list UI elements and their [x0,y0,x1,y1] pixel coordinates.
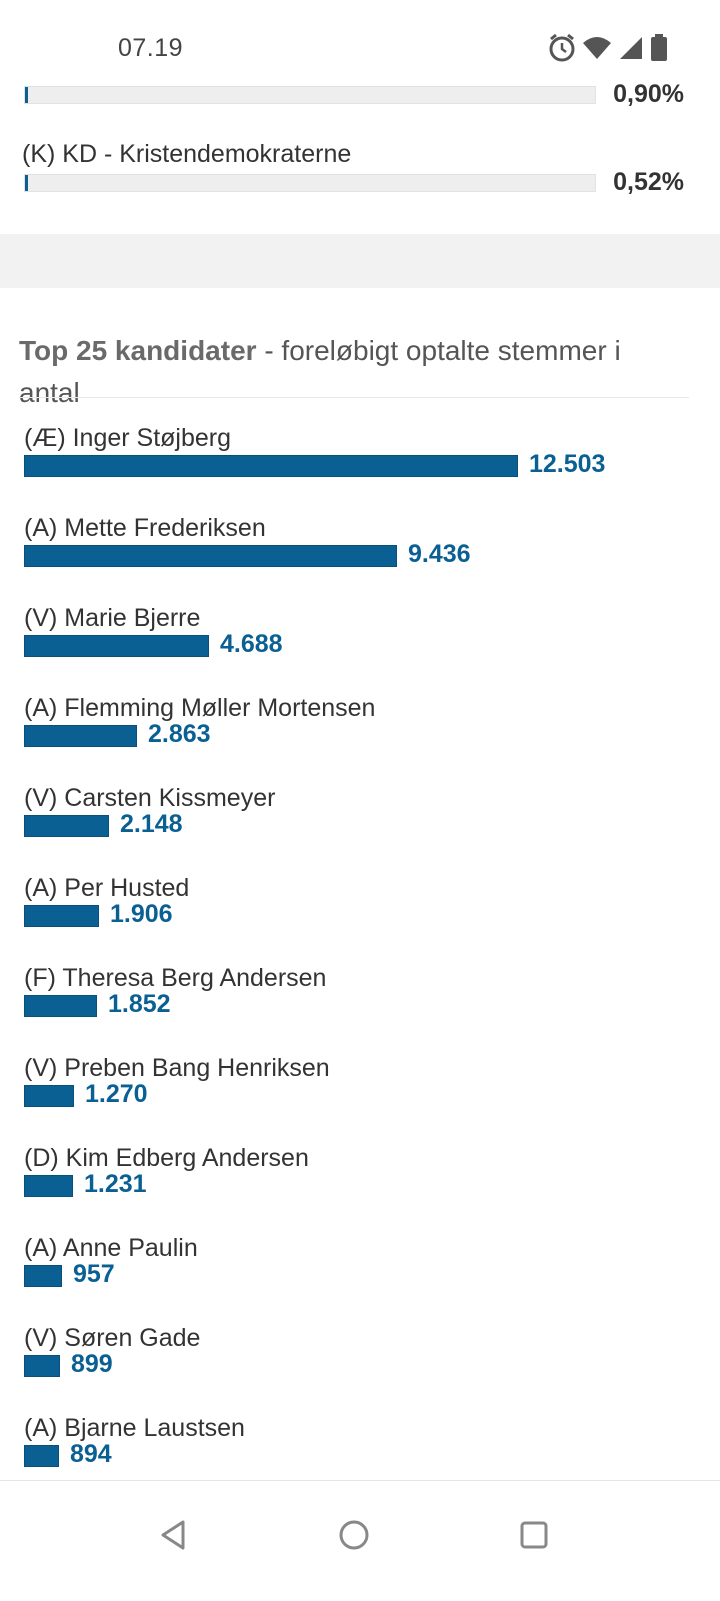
candidate-row: (A) Bjarne Laustsen 894 [24,1414,684,1504]
party-bar-fill [25,175,28,191]
party-label: (K) KD - Kristendemokraterne [22,140,352,168]
section-divider [0,234,720,288]
candidate-bar [24,1445,59,1467]
candidate-value-label: 9.436 [408,540,471,568]
candidate-name: (A) Anne Paulin [24,1234,198,1262]
section-title: Top 25 kandidater - foreløbigt optalte s… [19,330,669,414]
candidate-bar [24,1355,60,1377]
home-button[interactable] [326,1507,382,1563]
candidate-bar [24,725,137,747]
recents-icon [520,1521,548,1549]
title-divider [19,397,689,398]
candidate-value-label: 899 [71,1350,113,1378]
candidate-bar [24,815,109,837]
candidate-bar [24,455,518,477]
candidate-value-label: 1.906 [110,900,173,928]
candidate-name: (A) Per Husted [24,874,190,902]
candidate-row: (D) Kim Edberg Andersen 1.231 [24,1144,684,1234]
candidate-value-label: 894 [70,1440,112,1468]
party-percent: 0,52% [613,168,684,196]
candidate-row: (V) Søren Gade 899 [24,1324,684,1414]
status-time: 07.19 [118,34,184,62]
recents-button[interactable] [506,1507,562,1563]
candidate-row: (A) Anne Paulin 957 [24,1234,684,1324]
candidate-name: (V) Carsten Kissmeyer [24,784,276,812]
party-row: 0,90% [24,80,704,126]
back-icon [161,1520,185,1550]
candidate-value-label: 1.231 [84,1170,147,1198]
candidate-value-label: 1.270 [85,1080,148,1108]
candidate-name: (D) Kim Edberg Andersen [24,1144,309,1172]
candidate-value-label: 2.863 [148,720,211,748]
home-icon [339,1520,369,1550]
status-icons [548,30,668,66]
candidate-bar [24,905,99,927]
candidate-bar [24,1085,74,1107]
candidate-row: (A) Per Husted 1.906 [24,874,684,964]
candidate-value-label: 1.852 [108,990,171,1018]
candidate-bar [24,995,97,1017]
party-percent: 0,90% [613,80,684,108]
candidate-name: (Æ) Inger Støjberg [24,424,232,452]
candidate-name: (V) Preben Bang Henriksen [24,1054,330,1082]
candidate-name: (A) Mette Frederiksen [24,514,266,542]
wifi-icon [582,35,612,61]
candidate-bar [24,1265,62,1287]
alarm-icon [548,33,576,63]
candidate-row: (V) Carsten Kissmeyer 2.148 [24,784,684,874]
candidate-value-label: 12.503 [529,450,606,478]
candidate-row: (A) Flemming Møller Mortensen 2.863 [24,694,684,784]
candidate-row: (V) Marie Bjerre 4.688 [24,604,684,694]
party-row: (K) KD - Kristendemokraterne 0,52% [22,140,704,200]
candidate-value-label: 4.688 [220,630,283,658]
candidate-row: (F) Theresa Berg Andersen 1.852 [24,964,684,1054]
candidate-name: (V) Marie Bjerre [24,604,201,632]
candidate-row: (Æ) Inger Støjberg 12.503 [24,424,684,514]
status-bar: 07.19 [0,0,720,86]
candidate-name: (F) Theresa Berg Andersen [24,964,327,992]
party-bar-fill [25,87,28,103]
battery-icon [650,34,668,62]
candidate-value-label: 957 [73,1260,115,1288]
section-title-rest: - foreløbigt optalte stemmer i antal [19,335,621,408]
candidate-name: (A) Bjarne Laustsen [24,1414,245,1442]
candidate-value-label: 2.148 [120,810,183,838]
party-bar-track [24,174,596,192]
section-title-bold: Top 25 kandidater [19,335,257,366]
candidate-bar [24,545,397,567]
candidate-row: (V) Preben Bang Henriksen 1.270 [24,1054,684,1144]
candidate-row: (A) Mette Frederiksen 9.436 [24,514,684,604]
navigation-bar [0,1480,720,1601]
back-button[interactable] [146,1507,202,1563]
candidate-bar [24,635,209,657]
candidate-bar [24,1175,73,1197]
candidate-name: (V) Søren Gade [24,1324,201,1352]
candidate-name: (A) Flemming Møller Mortensen [24,694,376,722]
party-bar-track [24,86,596,104]
signal-icon [618,35,644,61]
